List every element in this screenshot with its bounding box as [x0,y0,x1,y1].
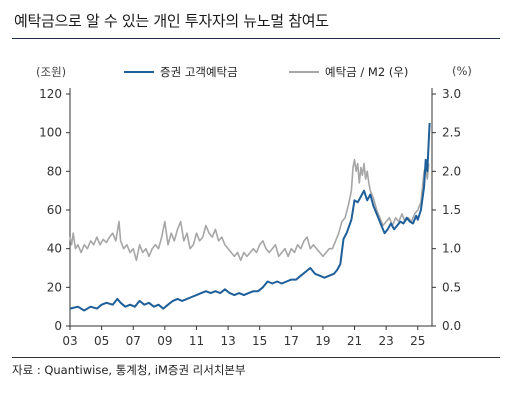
legend-swatch-deposits [124,71,154,73]
right-tick-label: 2.0 [442,164,461,178]
x-tick-label: 21 [347,334,362,348]
x-tick-label: 19 [315,334,330,348]
x-tick-label: 07 [126,334,141,348]
legend-label-deposits: 증권 고객예탁금 [160,65,238,79]
x-tick-label: 13 [220,334,235,348]
x-tick-label: 05 [94,334,109,348]
right-tick-label: 1.5 [442,203,461,217]
left-tick-label: 60 [47,203,62,217]
legend-item-deposits: 증권 고객예탁금 [124,64,238,80]
chart-title: 예탁금으로 알 수 있는 개인 투자자의 뉴노멀 참여도 [14,12,329,30]
x-tick-label: 09 [157,334,172,348]
left-tick-label: 80 [47,164,62,178]
right-tick-label: 0.0 [442,319,461,333]
x-tick-label: 11 [189,334,204,348]
left-tick-label: 120 [39,87,62,101]
right-tick-label: 3.0 [442,87,461,101]
left-axis-unit: (조원) [36,65,67,79]
left-tick-label: 100 [39,126,62,140]
title-divider [12,38,500,39]
right-tick-label: 2.5 [442,126,461,140]
legend-label-ratio: 예탁금 / M2 (우) [325,65,409,79]
source-divider [12,357,500,358]
right-tick-label: 0.5 [442,280,461,294]
x-tick-label: 03 [62,334,77,348]
legend-swatch-ratio [289,71,319,73]
right-tick-label: 1.0 [442,242,461,256]
line-chart: 0 20 40 60 80 100 120 0.0 0.5 1.0 1.5 2.0 2.5 3.0 03 05… [39,87,461,348]
x-tick-label: 15 [252,334,267,348]
left-tick-label: 40 [47,242,62,256]
x-tick-label: 23 [379,334,394,348]
left-tick-label: 0 [54,319,62,333]
series-line-ratio [69,158,430,262]
x-tick-label: 17 [284,334,299,348]
left-tick-label: 20 [47,280,62,294]
right-axis-unit: (%) [452,64,472,78]
source-note: 자료 : Quantiwise, 통계청, iM증권 리서치본부 [12,363,246,377]
series-line-deposits [69,122,431,312]
x-tick-label: 25 [410,334,425,348]
legend-item-ratio: 예탁금 / M2 (우) [289,64,408,80]
